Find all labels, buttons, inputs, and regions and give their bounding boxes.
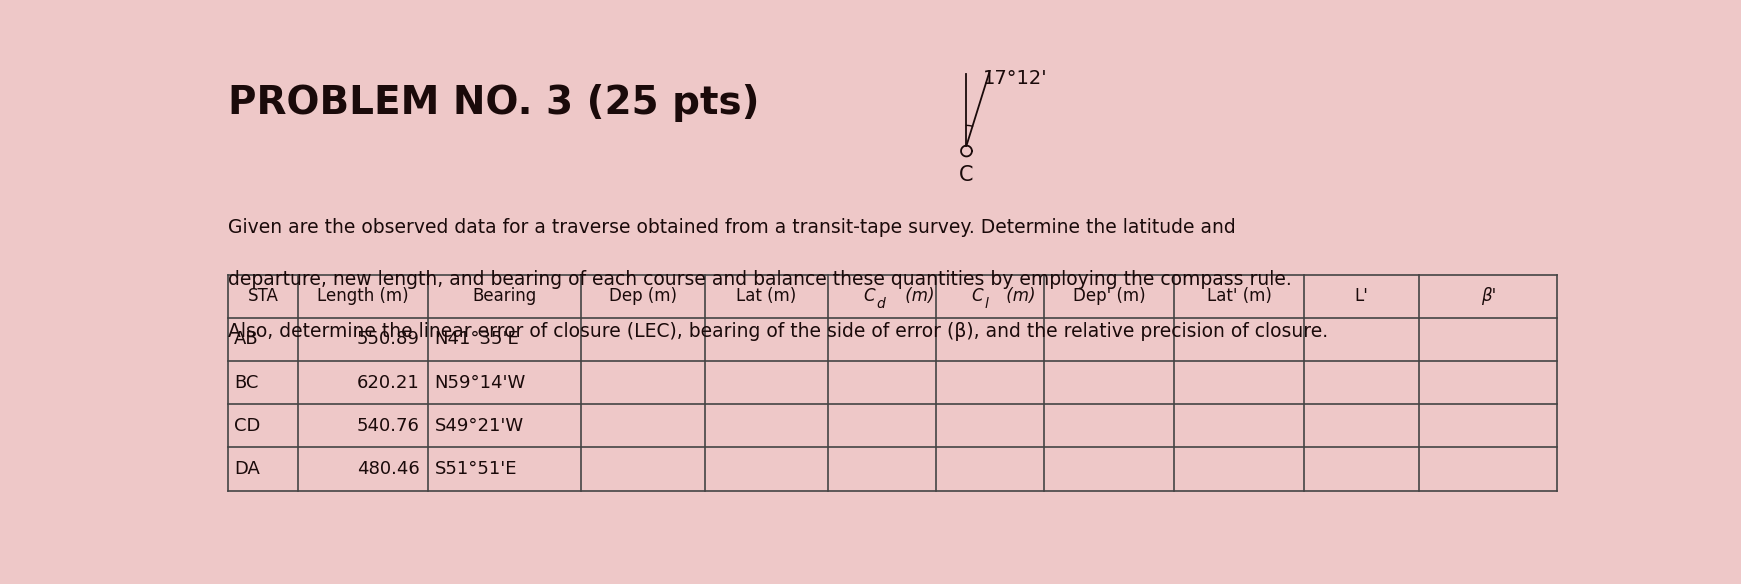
Text: 540.76: 540.76	[357, 417, 420, 434]
Text: d: d	[876, 297, 886, 311]
Text: PROBLEM NO. 3 (25 pts): PROBLEM NO. 3 (25 pts)	[228, 84, 759, 121]
Text: STA: STA	[247, 287, 279, 305]
Text: 480.46: 480.46	[357, 460, 420, 478]
Text: Dep (m): Dep (m)	[609, 287, 677, 305]
Text: C: C	[864, 287, 876, 305]
Text: 550.89: 550.89	[357, 331, 420, 349]
Text: departure, new length, and bearing of each course and balance these quantities b: departure, new length, and bearing of ea…	[228, 270, 1292, 289]
Text: Lat' (m): Lat' (m)	[1207, 287, 1271, 305]
Text: Length (m): Length (m)	[317, 287, 409, 305]
Text: l: l	[985, 297, 989, 311]
Text: Dep' (m): Dep' (m)	[1072, 287, 1146, 305]
Text: S49°21'W: S49°21'W	[435, 417, 524, 434]
Text: S51°51'E: S51°51'E	[435, 460, 517, 478]
Text: β': β'	[1480, 287, 1496, 305]
Text: Also, determine the linear error of closure (LEC), bearing of the side of error : Also, determine the linear error of clos…	[228, 322, 1328, 341]
Text: Lat (m): Lat (m)	[736, 287, 796, 305]
Text: DA: DA	[233, 460, 259, 478]
Text: C: C	[971, 287, 984, 305]
Text: AB: AB	[233, 331, 258, 349]
Text: (m): (m)	[1001, 287, 1036, 305]
Text: Given are the observed data for a traverse obtained from a transit-tape survey. : Given are the observed data for a traver…	[228, 218, 1236, 238]
Text: N41°35'E: N41°35'E	[435, 331, 519, 349]
Text: Bearing: Bearing	[472, 287, 536, 305]
Text: BC: BC	[233, 374, 258, 392]
Text: N59°14'W: N59°14'W	[435, 374, 526, 392]
Text: 620.21: 620.21	[357, 374, 420, 392]
Text: L': L'	[1354, 287, 1368, 305]
Text: CD: CD	[233, 417, 259, 434]
Text: (m): (m)	[900, 287, 933, 305]
Text: 17°12': 17°12'	[982, 69, 1048, 88]
Text: C: C	[959, 165, 973, 185]
